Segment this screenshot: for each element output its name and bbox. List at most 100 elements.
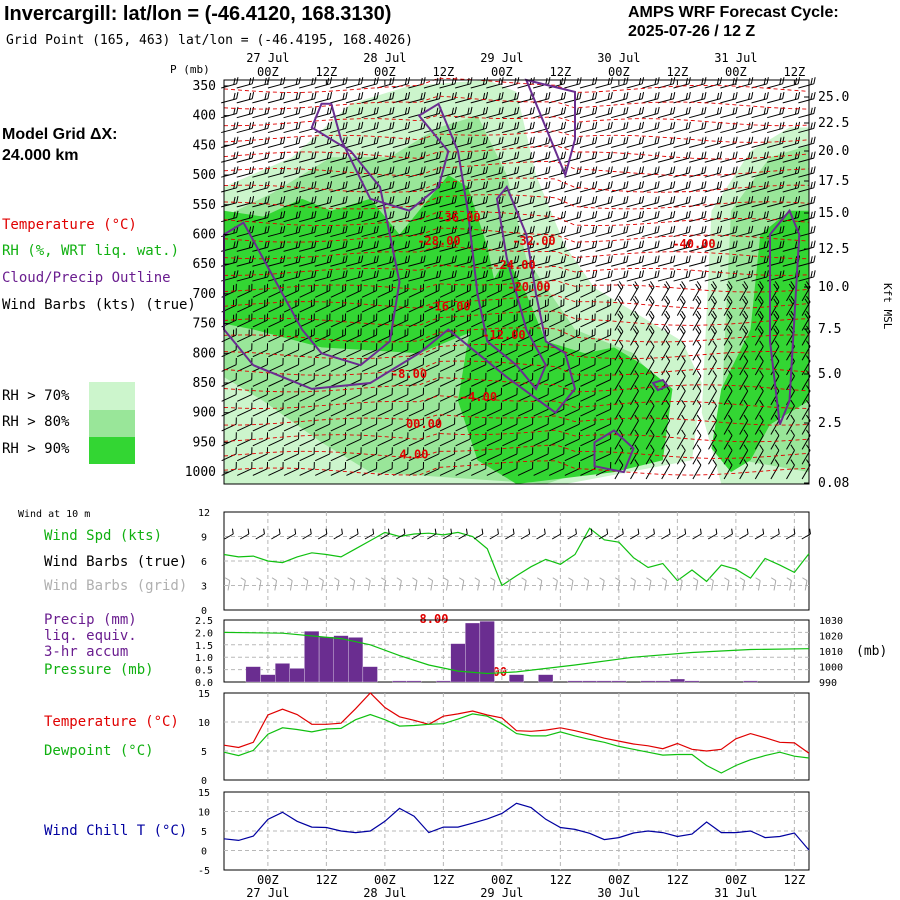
surface-wind-barb-true [239,528,250,540]
wind-barb [786,414,795,435]
wind-barb [661,459,671,480]
wind-barb [361,313,378,328]
y-tick-label: 1.0 [195,653,213,664]
bottom-time-label: 12Z [784,873,806,887]
p-tick-label: 550 [193,198,216,213]
wind-barb [237,461,253,476]
wind-barb [595,387,612,402]
wind-barb [754,355,764,376]
wind-barb [657,270,676,282]
precip-bar [348,637,364,683]
surface-wind-barb-true [505,528,515,540]
wind-barb [252,181,270,193]
surface-wind-barb-true [551,528,562,540]
wind-barb [786,444,795,465]
barb-flag [668,528,671,535]
surface-wind-barb-grid [755,577,761,591]
y-tick-label: 0 [201,847,207,858]
wind-barb [767,136,785,148]
wind-barb [252,270,270,282]
surface-wind-barb-true [645,528,655,540]
wind-barb [299,151,317,163]
barb-shaft [445,580,449,591]
barb-flag [731,528,733,535]
wind-barb [268,387,284,402]
barb-shaft [707,533,718,540]
wind-barb [739,414,749,435]
wind-barb [299,225,317,238]
barb-shaft [492,580,496,591]
wind-barb [642,210,660,223]
wind-barb [798,151,816,163]
wind-barb [408,270,426,282]
surface-wind-barb-true [785,528,796,540]
bottom-time-label: 00Z [608,873,630,887]
wind-barb [579,270,598,282]
barb-shaft [239,533,250,540]
wind-barb [564,372,581,387]
wind-barb [361,343,378,358]
wind-barb [424,298,440,313]
wind-barb [564,136,582,148]
wind-barb [346,343,362,358]
wind-barb [315,432,331,447]
wind-barb [346,432,362,447]
surface-wind-barb-true [411,528,421,540]
barb-flag [739,577,745,582]
barb-flag [490,577,496,582]
wind-barb [595,357,612,372]
wind-barb [408,166,426,178]
precip-bar [611,680,627,683]
wind-barb [708,310,717,331]
p-tick-label: 950 [193,435,216,450]
wind-barb [657,136,676,148]
wind-barb [314,106,333,119]
barb-flag [684,528,687,535]
wind-barb [626,166,645,178]
surface-wind-barb-grid [552,577,558,591]
wind-barb [502,402,518,417]
cloud-outline-upper [524,78,576,179]
wind-barb [455,328,471,343]
barb-flag [708,577,714,582]
wind-barb [642,92,660,104]
wind-barb [579,121,598,134]
wind-barb [330,92,348,104]
wind-barb [408,372,425,387]
wind-barb [614,281,624,302]
wind-barb [439,432,456,447]
bottom-time-label: 00Z [374,873,396,887]
wind-barb [595,77,613,89]
wind-barb [533,417,549,432]
kft-axis: 25.0 22.5 20.0 17.5 15.0 12.5 10.0 7.5 5.0 2.5 0.0… [804,90,849,491]
wind-barb [595,225,613,238]
wind-barb [564,283,581,298]
barb-shaft [551,533,562,540]
wind-barb [377,181,395,193]
y-tick-label: 5 [201,747,207,758]
wind-barb [486,298,503,313]
wind-barb [486,136,504,148]
wind-barb [314,225,333,238]
wind-barb [533,151,551,163]
surface-wind-barb-true [473,528,484,540]
wind-barb [252,210,270,223]
wind-barb [689,225,707,238]
wind-barb [657,77,676,89]
isotherm-label: -28.00 [417,234,460,248]
wind-barb [673,181,691,193]
barb-shaft [317,533,328,540]
wind-barb [517,181,535,193]
wind-barb [661,444,671,465]
wind-barb [708,459,717,480]
wind-barb [657,181,676,193]
wind-barb [252,136,270,148]
wind-barb [754,429,764,450]
wind-barb [439,447,456,462]
wind-barb [252,461,269,476]
wind-barb [723,399,733,420]
wind-barb [595,372,612,387]
wind-barb [237,387,253,402]
p-tick-label: 400 [193,109,216,124]
